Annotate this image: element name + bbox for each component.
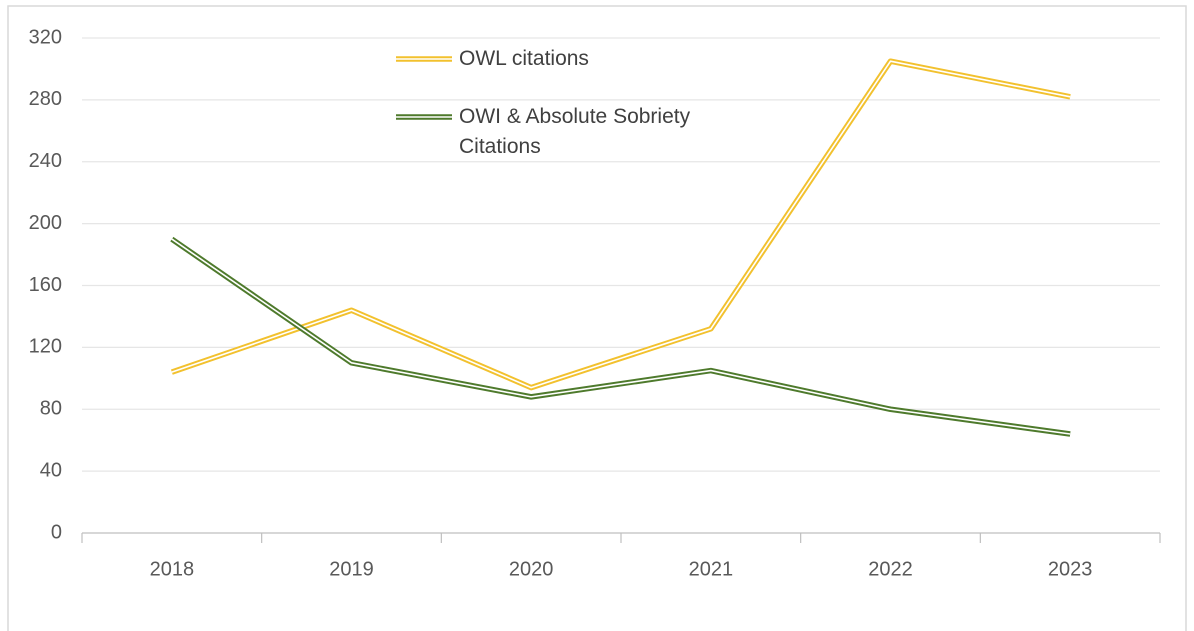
y-tick-label: 200 bbox=[29, 212, 62, 234]
y-tick-label: 120 bbox=[29, 336, 62, 358]
series-line-inner bbox=[171, 238, 1071, 435]
y-tick-label: 160 bbox=[29, 274, 62, 296]
x-tick-label: 2020 bbox=[509, 558, 554, 580]
chart-border bbox=[7, 5, 1187, 631]
x-tick-label: 2021 bbox=[689, 558, 734, 580]
y-tick-label: 320 bbox=[29, 26, 62, 48]
x-tick-label: 2018 bbox=[150, 558, 195, 580]
y-tick-label: 0 bbox=[51, 521, 62, 543]
x-tick-label: 2023 bbox=[1048, 558, 1093, 580]
series-line bbox=[170, 236, 1071, 437]
x-tick-label: 2019 bbox=[329, 558, 374, 580]
legend-label: OWL citations bbox=[459, 47, 589, 70]
x-tick-label: 2022 bbox=[868, 558, 913, 580]
series-line-inner bbox=[171, 60, 1071, 389]
y-tick-label: 80 bbox=[40, 398, 62, 420]
legend-label: OWI & Absolute Sobriety Citations bbox=[459, 105, 691, 158]
y-tick-label: 240 bbox=[29, 150, 62, 172]
y-tick-label: 40 bbox=[40, 459, 62, 481]
y-tick-label: 280 bbox=[29, 88, 62, 110]
